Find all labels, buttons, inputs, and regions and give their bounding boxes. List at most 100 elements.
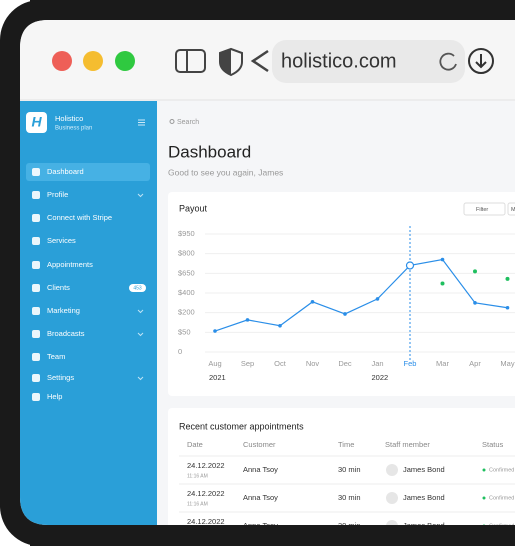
column-header: Time bbox=[338, 440, 354, 449]
menu-icon bbox=[32, 214, 40, 222]
column-header: Staff member bbox=[385, 440, 430, 449]
menu-item[interactable]: Services bbox=[47, 236, 76, 245]
chevron bbox=[137, 309, 144, 314]
download-button[interactable] bbox=[468, 48, 494, 74]
badge-count: 453 bbox=[133, 285, 142, 291]
date: 24.12.2022 bbox=[187, 489, 225, 498]
menu-icon bbox=[32, 261, 40, 269]
y-tick-label: $400 bbox=[178, 288, 195, 297]
y-tick-label: $650 bbox=[178, 268, 195, 277]
point bbox=[278, 323, 282, 328]
date: 24.12.2022 bbox=[187, 517, 225, 526]
menu-item[interactable]: Appointments bbox=[47, 260, 93, 269]
back-button[interactable] bbox=[250, 49, 269, 73]
y-tick-label: $800 bbox=[178, 249, 195, 258]
brand: Holistico bbox=[55, 114, 83, 123]
duration: 30 min bbox=[338, 493, 361, 502]
menu-icon[interactable] bbox=[138, 119, 145, 126]
date: 24.12.2022 bbox=[187, 461, 225, 470]
chevron bbox=[137, 376, 144, 381]
time-of-day: 11:16 AM bbox=[187, 473, 208, 479]
marker bbox=[505, 276, 510, 281]
x-tick-label: Dec bbox=[338, 359, 352, 368]
column-header: Customer bbox=[243, 440, 276, 449]
chevron bbox=[137, 332, 144, 337]
close-button[interactable] bbox=[52, 51, 72, 71]
address-bar[interactable] bbox=[272, 40, 465, 83]
menu-item[interactable]: Dashboard bbox=[47, 167, 84, 176]
menu-item[interactable]: Help bbox=[47, 392, 62, 401]
avatar bbox=[386, 492, 398, 504]
active-item bbox=[26, 163, 150, 181]
menu-icon bbox=[32, 330, 40, 338]
x-tick-label: Mar bbox=[436, 359, 449, 368]
filter-button[interactable] bbox=[463, 202, 506, 216]
search-icon bbox=[169, 119, 175, 124]
x-tick-label: Jan bbox=[371, 359, 383, 368]
menu-icon bbox=[32, 284, 40, 292]
duration: 30 min bbox=[338, 465, 361, 474]
staff: James Bond bbox=[403, 521, 445, 530]
point bbox=[440, 257, 445, 262]
appointments-card bbox=[168, 408, 515, 525]
menu-item[interactable]: Clients bbox=[47, 283, 70, 292]
menu-item[interactable]: Connect with Stripe bbox=[47, 213, 112, 222]
x-tick-label: Apr bbox=[469, 359, 481, 368]
avatar bbox=[386, 520, 398, 525]
page-title: Dashboard bbox=[168, 142, 251, 161]
minimize-button[interactable] bbox=[83, 51, 103, 71]
period-button[interactable] bbox=[507, 202, 515, 216]
menu-item[interactable]: Settings bbox=[47, 373, 74, 382]
time-of-day: 11:16 AM bbox=[187, 501, 208, 507]
selected-point[interactable] bbox=[405, 261, 415, 270]
menu-icon bbox=[32, 237, 40, 245]
point bbox=[245, 318, 250, 322]
customer: Anna Tsoy bbox=[243, 465, 278, 474]
staff: James Bond bbox=[403, 493, 445, 502]
payout-line bbox=[214, 258, 508, 332]
x-tick-label: Feb bbox=[404, 359, 417, 368]
y-tick-label: $200 bbox=[178, 308, 195, 317]
menu-icon bbox=[32, 307, 40, 315]
menu-item[interactable]: Profile bbox=[47, 190, 68, 199]
point bbox=[310, 300, 315, 304]
filter-label: Filter bbox=[476, 207, 488, 213]
search[interactable]: Search bbox=[177, 119, 199, 126]
url: holistico.com bbox=[281, 50, 397, 72]
badge bbox=[129, 284, 146, 292]
page-subtitle: Good to see you again, James bbox=[168, 167, 283, 177]
plan: Business plan bbox=[55, 126, 92, 132]
payout-title: Payout bbox=[179, 203, 208, 213]
avatar bbox=[386, 464, 398, 476]
x-tick-label: Aug bbox=[208, 359, 221, 368]
payout-card bbox=[168, 192, 515, 396]
customer: Anna Tsoy bbox=[243, 521, 278, 530]
status: Confirmed bbox=[489, 523, 514, 529]
menu-item[interactable]: Team bbox=[47, 352, 65, 361]
menu-icon bbox=[32, 374, 40, 382]
chevron bbox=[137, 193, 144, 198]
marker bbox=[440, 281, 445, 286]
customer: Anna Tsoy bbox=[243, 493, 278, 502]
logo-box bbox=[26, 112, 47, 133]
reload-button[interactable] bbox=[439, 52, 457, 71]
menu-item[interactable]: Broadcasts bbox=[47, 329, 85, 338]
menu-item[interactable]: Marketing bbox=[47, 306, 80, 315]
point bbox=[343, 312, 347, 316]
menu-icon bbox=[32, 191, 40, 199]
status-dot bbox=[482, 496, 486, 500]
logo: H bbox=[31, 114, 42, 130]
duration: 30 min bbox=[338, 521, 361, 530]
status-dot bbox=[482, 468, 486, 472]
column-header: Date bbox=[187, 440, 203, 449]
y-tick-label: $50 bbox=[178, 327, 191, 336]
status: Confirmed bbox=[489, 467, 514, 473]
sidebar-toggle[interactable] bbox=[175, 49, 206, 73]
menu-icon bbox=[32, 393, 40, 401]
maximize-button[interactable] bbox=[115, 51, 135, 71]
menu-icon bbox=[32, 353, 40, 361]
screen: holistico.com H Holistico Business plan … bbox=[20, 20, 515, 530]
column-header: Status bbox=[482, 440, 504, 449]
